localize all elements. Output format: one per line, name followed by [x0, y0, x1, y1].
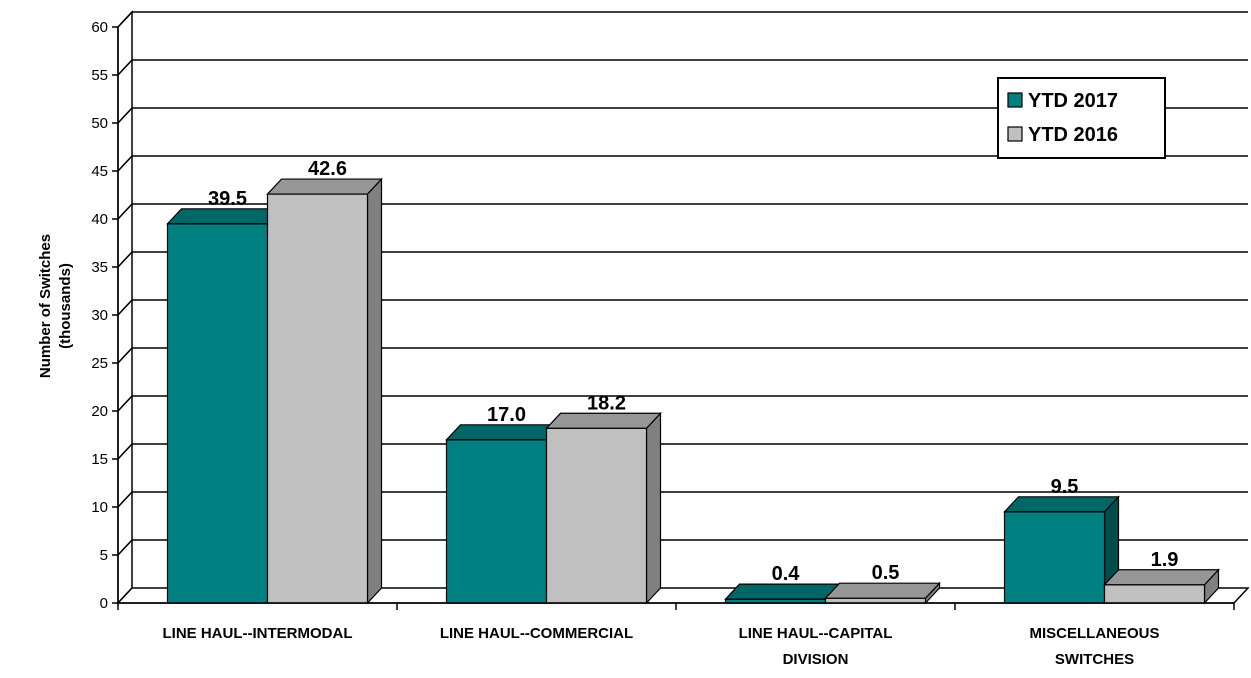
- y-tick-label: 40: [91, 211, 108, 228]
- y-tick-label: 10: [91, 499, 108, 516]
- y-tick-label: 30: [91, 307, 108, 324]
- data-label: 39.5: [208, 188, 247, 210]
- gridline: [117, 299, 1248, 316]
- gridline: [117, 251, 1248, 268]
- bar-side: [645, 411, 662, 605]
- bar-top: [824, 582, 941, 599]
- data-label: 9.5: [1051, 476, 1079, 498]
- data-label: 0.5: [872, 562, 900, 584]
- data-label: 18.2: [587, 392, 626, 414]
- bar: [266, 193, 369, 604]
- data-label: 1.9: [1151, 549, 1179, 571]
- gridline: [117, 347, 1248, 364]
- bar-top: [1003, 496, 1120, 513]
- y-axis-title: (thousands): [57, 263, 74, 349]
- gridline: [117, 107, 1248, 124]
- data-label: 0.4: [772, 563, 801, 585]
- legend-swatch: [1007, 92, 1023, 108]
- gridline: [117, 539, 1248, 556]
- x-category-label: LINE HAUL--CAPITAL: [739, 625, 893, 642]
- bar-top: [445, 424, 562, 441]
- y-tick-label: 25: [91, 355, 108, 372]
- gridline: [117, 203, 1248, 220]
- bar-top: [1103, 569, 1220, 586]
- legend-label: YTD 2017: [1028, 90, 1118, 112]
- gridline: [117, 443, 1248, 460]
- legend-label: YTD 2016: [1028, 124, 1118, 146]
- bar: [445, 439, 548, 604]
- gridline: [117, 395, 1248, 412]
- data-label: 17.0: [487, 404, 526, 426]
- y-tick-label: 20: [91, 403, 108, 420]
- bar-top: [545, 412, 662, 429]
- bar-top: [166, 208, 283, 225]
- x-category-label: MISCELLANEOUS: [1029, 625, 1159, 642]
- gridline: [117, 11, 1248, 28]
- legend-swatch: [1007, 126, 1023, 142]
- gridline: [117, 155, 1248, 172]
- x-category-label: LINE HAUL--COMMERCIAL: [440, 625, 633, 642]
- legend: [997, 77, 1166, 159]
- x-category-label: LINE HAUL--INTERMODAL: [163, 625, 353, 642]
- x-category-label: SWITCHES: [1055, 651, 1134, 668]
- y-tick-label: 5: [100, 547, 108, 564]
- x-category-label: DIVISION: [783, 651, 849, 668]
- bar-top: [266, 178, 383, 195]
- bar-side: [366, 177, 383, 605]
- y-tick-label: 60: [91, 19, 108, 36]
- y-tick-label: 45: [91, 163, 108, 180]
- bar: [166, 223, 269, 604]
- y-tick-label: 55: [91, 67, 108, 84]
- bar-top: [724, 583, 841, 600]
- y-tick-label: 15: [91, 451, 108, 468]
- data-label: 42.6: [308, 158, 347, 180]
- y-tick-label: 35: [91, 259, 108, 276]
- y-axis-title: Number of Switches: [37, 234, 54, 378]
- bar: [1103, 584, 1206, 604]
- bar: [545, 427, 648, 604]
- bar: [1003, 511, 1106, 604]
- gridline: [117, 59, 1248, 76]
- gridline: [117, 491, 1248, 508]
- y-tick-label: 50: [91, 115, 108, 132]
- y-tick-label: 0: [100, 595, 108, 612]
